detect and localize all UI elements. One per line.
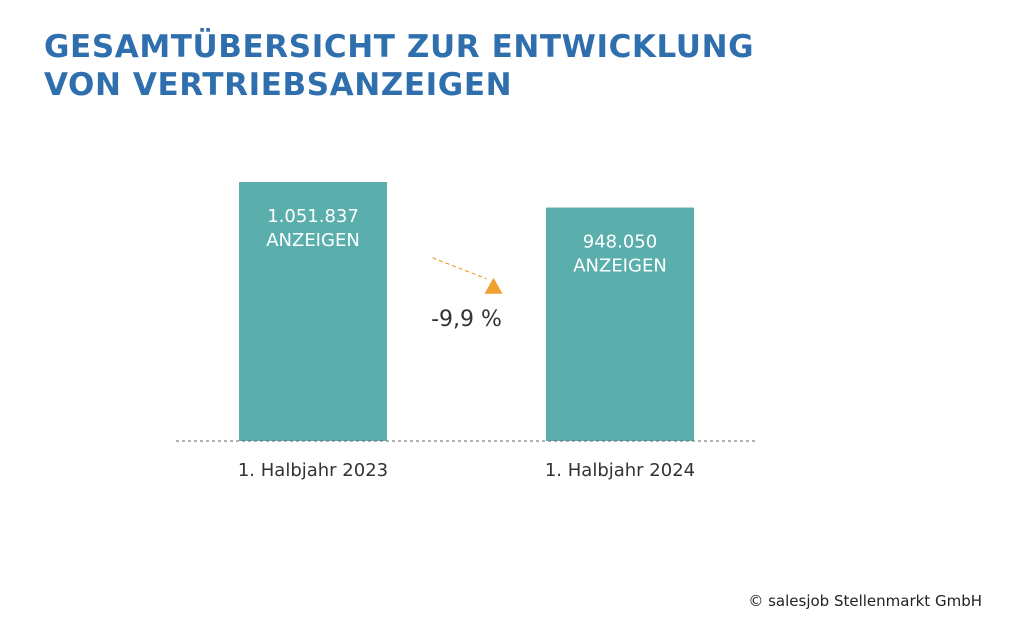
percent-change-label: -9,9 % xyxy=(431,307,502,332)
chart-title-line-1: GESAMTÜBERSICHT ZUR ENTWICKLUNG xyxy=(44,29,755,65)
bar-1 xyxy=(239,182,387,441)
x-tick-label-2: 1. Halbjahr 2024 xyxy=(545,460,695,481)
change-arrow-line xyxy=(432,257,487,280)
chart-title: GESAMTÜBERSICHT ZUR ENTWICKLUNG VON VERT… xyxy=(44,28,754,104)
bar-2-unit-label: ANZEIGEN xyxy=(573,256,667,277)
chart-title-line-2: VON VERTRIEBSANZEIGEN xyxy=(44,67,513,103)
bar-2 xyxy=(546,207,694,441)
bar-1-value-label: 1.051.837 xyxy=(267,206,359,227)
change-arrow-icon xyxy=(484,277,503,294)
x-tick-label-1: 1. Halbjahr 2023 xyxy=(238,460,388,481)
copyright-credit: © salesjob Stellenmarkt GmbH xyxy=(748,592,982,610)
bar-2-value-label: 948.050 xyxy=(583,232,657,253)
bar-1-unit-label: ANZEIGEN xyxy=(266,230,360,251)
